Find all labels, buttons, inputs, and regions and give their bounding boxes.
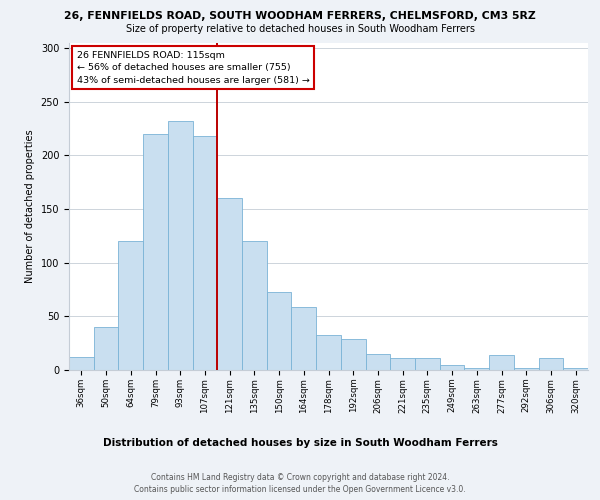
Bar	[217, 198, 242, 370]
Bar	[316, 334, 341, 370]
Bar	[514, 368, 539, 370]
Bar	[267, 292, 292, 370]
Bar	[464, 368, 489, 370]
Bar	[365, 354, 390, 370]
Text: Contains public sector information licensed under the Open Government Licence v3: Contains public sector information licen…	[134, 485, 466, 494]
Bar	[143, 134, 168, 370]
Bar	[69, 357, 94, 370]
Text: Size of property relative to detached houses in South Woodham Ferrers: Size of property relative to detached ho…	[125, 24, 475, 34]
Bar	[489, 355, 514, 370]
Text: 26, FENNFIELDS ROAD, SOUTH WOODHAM FERRERS, CHELMSFORD, CM3 5RZ: 26, FENNFIELDS ROAD, SOUTH WOODHAM FERRE…	[64, 11, 536, 21]
Bar	[94, 327, 118, 370]
Bar	[341, 339, 365, 370]
Bar	[292, 306, 316, 370]
Bar	[168, 121, 193, 370]
Bar	[242, 241, 267, 370]
Bar	[440, 364, 464, 370]
Bar	[415, 358, 440, 370]
Text: Contains HM Land Registry data © Crown copyright and database right 2024.: Contains HM Land Registry data © Crown c…	[151, 472, 449, 482]
Bar	[563, 368, 588, 370]
Bar	[390, 358, 415, 370]
Bar	[193, 136, 217, 370]
Bar	[118, 241, 143, 370]
Text: Distribution of detached houses by size in South Woodham Ferrers: Distribution of detached houses by size …	[103, 438, 497, 448]
Text: 26 FENNFIELDS ROAD: 115sqm
← 56% of detached houses are smaller (755)
43% of sem: 26 FENNFIELDS ROAD: 115sqm ← 56% of deta…	[77, 50, 310, 84]
Y-axis label: Number of detached properties: Number of detached properties	[25, 130, 35, 283]
Bar	[539, 358, 563, 370]
